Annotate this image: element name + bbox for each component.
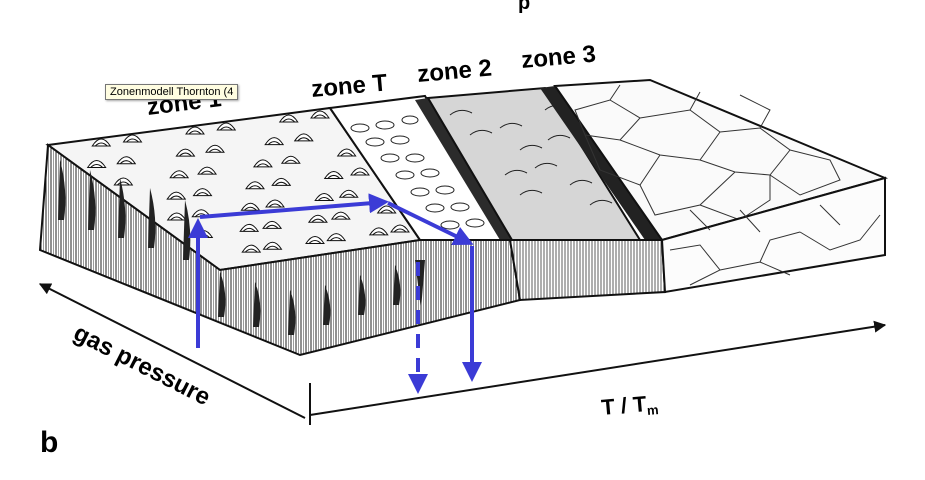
- zone1-dome-shade: [329, 237, 343, 241]
- zone1-dome-shade: [219, 126, 233, 131]
- zone1-dome-shade: [208, 148, 222, 153]
- zone1-dome-shade: [268, 203, 282, 208]
- zoneT-label: zone T: [310, 69, 388, 103]
- top-surface: [45, 78, 889, 272]
- zone1-dome-shade: [327, 174, 341, 179]
- temperature-label-sub: m: [646, 402, 659, 418]
- tooltip: Zonenmodell Thornton (4: [105, 84, 239, 100]
- zone1-dome-shade: [372, 231, 386, 236]
- zone1-dome-shade: [282, 118, 296, 123]
- zone3-grains: [574, 84, 841, 221]
- zone1-dome-shade: [244, 248, 258, 253]
- zone1-dome-shade: [297, 137, 311, 142]
- zone1-dome-shade: [393, 228, 407, 233]
- zone1-dome-shade: [116, 181, 130, 186]
- zoneT-texture: [350, 115, 485, 230]
- process-arrows: [188, 193, 482, 394]
- zone1-dome-shade: [169, 195, 183, 200]
- zone1-texture: [86, 110, 410, 253]
- gas-pressure-axis: [38, 283, 306, 419]
- zone2-label: zone 2: [416, 55, 493, 88]
- zone1-dome-shade: [126, 138, 139, 143]
- zone3-label: zone 3: [520, 41, 597, 74]
- zone1-dome-shade: [242, 227, 256, 232]
- column-tips: [58, 160, 425, 335]
- zone1-dome-shade: [284, 159, 298, 164]
- blue-arrow-across: [199, 193, 389, 219]
- zone3-front-grains: [669, 204, 881, 286]
- front-zone2-face: [508, 239, 667, 302]
- zone1-dome-shade: [266, 245, 279, 250]
- zone1-dome-shade: [265, 224, 279, 229]
- zone1-dome-shade: [90, 164, 104, 168]
- front-zone3-face: [660, 176, 886, 294]
- zone1-dome-shade: [200, 170, 214, 175]
- zone1-dome-shade: [342, 193, 356, 198]
- zoneT-zone2-border: [415, 98, 512, 240]
- panel-letter: b: [40, 426, 58, 459]
- zone1-dome-shade: [340, 152, 354, 157]
- zone1-dome-shade: [313, 114, 327, 119]
- zone1-dome-shade: [170, 216, 184, 221]
- zone1-dome-shade: [188, 130, 202, 135]
- temperature-label: T / Tm: [600, 390, 659, 422]
- front-face: [38, 143, 886, 357]
- zone1-dome-shade: [196, 192, 209, 196]
- blue-arrow-diagonal: [387, 201, 474, 245]
- zone1-dome-shade: [267, 141, 281, 145]
- zone1-dome-shade: [353, 171, 367, 176]
- zone1-dome-shade: [308, 240, 322, 244]
- temperature-label-main: T / T: [600, 391, 648, 420]
- zone1-dome-shade: [248, 185, 262, 190]
- zone1-dome-shade: [119, 160, 133, 165]
- zone1-dome-shade: [172, 174, 186, 179]
- zone1-dome-shade: [256, 163, 270, 168]
- zone1-dome-shade: [179, 152, 192, 157]
- header-fragment: p: [518, 0, 530, 14]
- zone1-dome-shade: [311, 218, 325, 223]
- zone2-texture: [449, 104, 613, 206]
- zone1-dome-shade: [94, 142, 108, 147]
- zone1-dome-shade: [334, 215, 348, 220]
- zone1-dome-shade: [274, 181, 288, 186]
- zone1-dome-shade: [244, 206, 257, 211]
- gas-pressure-label: gas pressure: [69, 319, 214, 411]
- temperature-axis: [309, 320, 887, 416]
- zone2-zone3-border: [540, 86, 662, 240]
- zone1-dome-shade: [317, 197, 331, 201]
